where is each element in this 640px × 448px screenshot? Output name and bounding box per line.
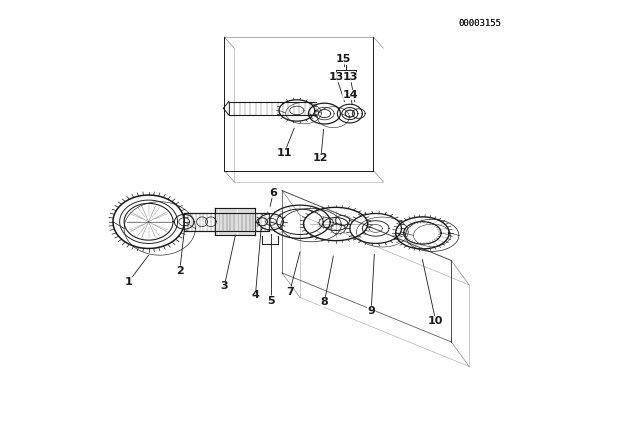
Text: 5: 5 <box>268 296 275 306</box>
Text: 1: 1 <box>125 277 132 287</box>
Text: 2: 2 <box>176 266 184 276</box>
Text: 13: 13 <box>342 72 358 82</box>
Text: 00003155: 00003155 <box>459 19 502 28</box>
Text: 11: 11 <box>276 148 292 158</box>
Text: 8: 8 <box>321 297 328 307</box>
Text: 14: 14 <box>342 90 358 100</box>
Text: 13: 13 <box>329 72 344 82</box>
Text: 7: 7 <box>286 287 294 297</box>
Text: 4: 4 <box>252 290 259 300</box>
Text: 12: 12 <box>313 153 329 163</box>
Text: 6: 6 <box>269 188 277 198</box>
Text: 15: 15 <box>336 54 351 64</box>
Text: 9: 9 <box>367 306 375 316</box>
Text: 10: 10 <box>428 316 444 326</box>
Text: 00003155: 00003155 <box>459 19 502 28</box>
Text: 3: 3 <box>220 281 228 291</box>
